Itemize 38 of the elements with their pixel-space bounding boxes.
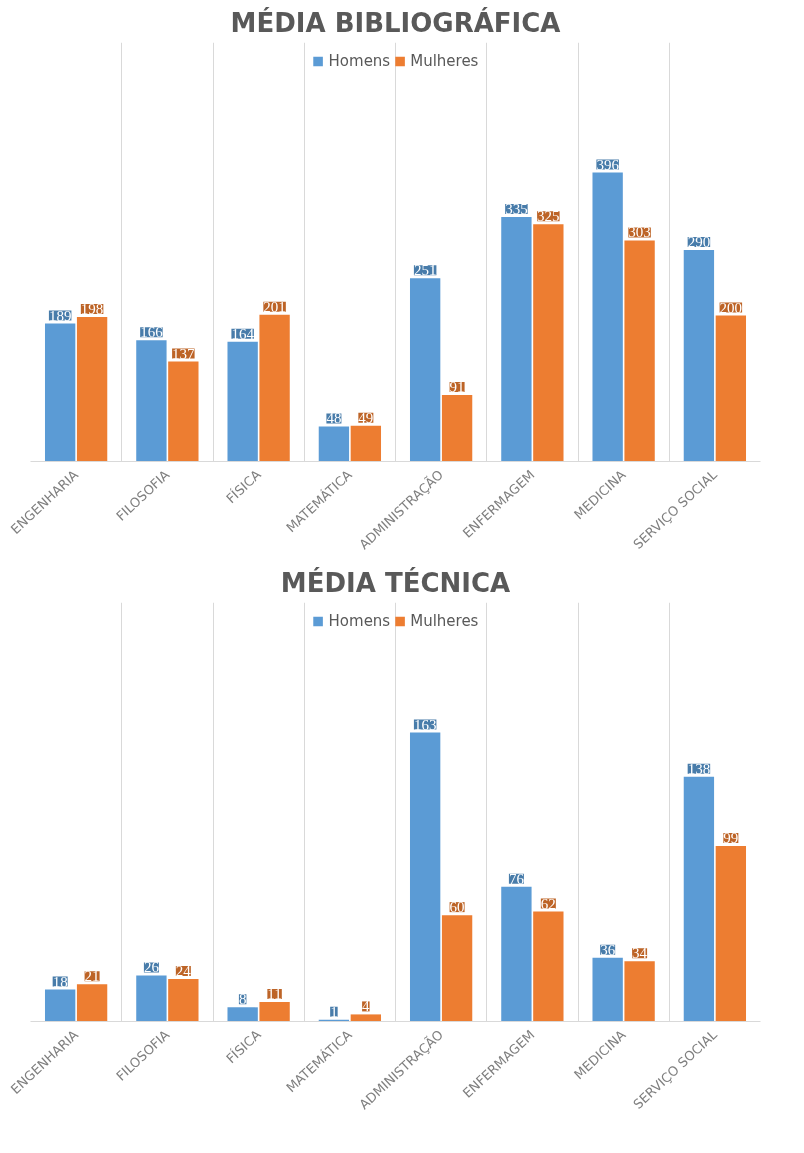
legend-label: Homens	[328, 52, 391, 70]
data-label: 163	[413, 716, 437, 733]
data-label: 60	[449, 899, 465, 916]
data-label: 201	[263, 298, 286, 315]
chart-title: MÉDIA BIBLIOGRÁFICA	[230, 6, 561, 38]
data-label: 138	[687, 760, 711, 777]
data-label: 200	[719, 299, 743, 316]
data-label: 49	[358, 409, 374, 426]
data-label: 62	[540, 895, 556, 912]
data-label: 8	[238, 991, 247, 1008]
data-label: 4	[362, 998, 371, 1015]
data-label: 198	[80, 301, 104, 318]
legend-label: Homens	[328, 612, 391, 630]
data-label: 48	[326, 410, 342, 427]
data-label: 18	[52, 973, 68, 990]
data-label: 26	[143, 959, 160, 976]
data-label: 396	[596, 156, 620, 173]
data-label: 36	[600, 941, 616, 958]
data-label: 76	[508, 870, 525, 887]
data-label: 189	[48, 307, 72, 324]
data-label: 21	[84, 968, 100, 985]
data-label: 166	[140, 324, 164, 341]
data-label: 325	[537, 208, 560, 225]
data-label: 11	[267, 986, 282, 1002]
data-label: 99	[723, 829, 739, 846]
data-label: 164	[231, 325, 255, 342]
data-label: 290	[687, 233, 711, 250]
data-label: 91	[449, 379, 465, 396]
data-label: 251	[413, 262, 437, 279]
legend-label: Mulheres	[410, 52, 479, 70]
data-label: 34	[632, 945, 648, 962]
data-label: 303	[628, 224, 651, 241]
chart-title: MÉDIA TÉCNICA	[280, 566, 511, 598]
data-label: 1	[330, 1003, 338, 1020]
legend-label: Mulheres	[410, 612, 479, 630]
data-label: 335	[505, 201, 528, 218]
data-label: 137	[172, 345, 196, 362]
data-label: 24	[175, 962, 192, 979]
